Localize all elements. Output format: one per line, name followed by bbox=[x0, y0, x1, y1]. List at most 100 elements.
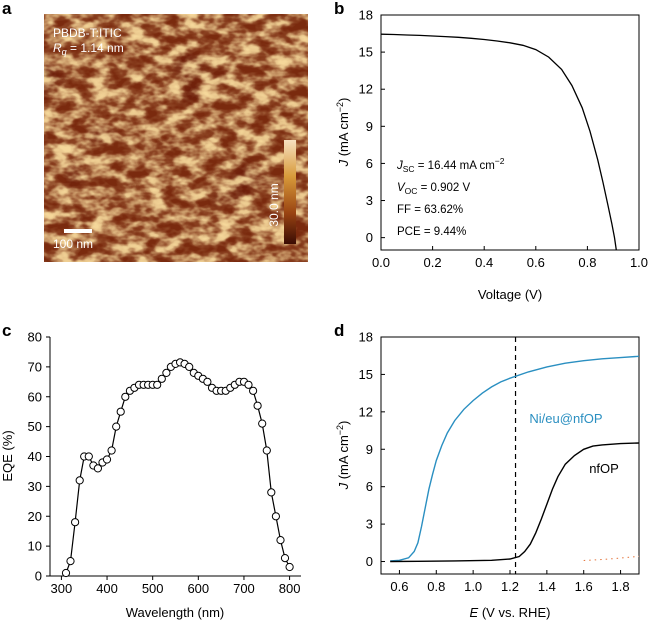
d-y-tick-label: 9 bbox=[366, 442, 373, 457]
d-y-tick-label: 0 bbox=[366, 554, 373, 569]
eqe-data-point bbox=[267, 488, 276, 497]
eqe-y-axis-label: EQE (%) bbox=[0, 430, 15, 481]
b-y-tick-label: 15 bbox=[359, 45, 373, 60]
b-x-tick-label: 0.2 bbox=[424, 255, 442, 270]
pec-xlabel-rest: (V vs. RHE) bbox=[478, 605, 550, 620]
eqe-data-point bbox=[153, 380, 162, 389]
voc-symbol: V bbox=[397, 182, 406, 194]
jv-ylabel-symbol: J bbox=[336, 159, 351, 167]
b-x-tick-label: 0.8 bbox=[578, 255, 596, 270]
d-y-tick-label: 15 bbox=[359, 367, 373, 382]
jv-ylabel-unit: (mA cm bbox=[336, 112, 351, 160]
jv-curve-chart: 0.0 0.2 0.4 0.6 0.8 1.0 0 3 6 9 12 15 18 Voltage (V… bbox=[335, 8, 648, 303]
eqe-data-point bbox=[185, 362, 194, 371]
pec-ylabel-exp: −2 bbox=[335, 425, 345, 435]
ff-annotation: FF = 63.62% bbox=[397, 204, 463, 216]
eqe-data-point bbox=[271, 512, 280, 521]
eqe-chart: 300 400 500 600 700 800 0 10 20 30 40 50 60 70 80 Wav… bbox=[0, 330, 301, 620]
c-x-tick-label: 600 bbox=[187, 581, 209, 596]
d-y-tick-label: 3 bbox=[366, 517, 373, 532]
c-y-tick-label: 50 bbox=[28, 419, 42, 434]
voc-annotation: VOC = 0.902 V bbox=[397, 182, 471, 196]
eqe-data-point bbox=[107, 446, 116, 455]
afm-material-label: PBDB-T:ITIC bbox=[53, 26, 122, 40]
c-y-tick-label: 10 bbox=[28, 539, 42, 554]
eqe-data-point bbox=[157, 374, 166, 383]
c-y-tick-label: 30 bbox=[28, 479, 42, 494]
color-bar-label: 30.0 nm bbox=[267, 183, 281, 226]
eqe-data-point bbox=[244, 380, 253, 389]
eqe-data-point bbox=[102, 455, 112, 464]
jv-ylabel-exp: −2 bbox=[335, 102, 345, 112]
jv-annotations: JSC = 16.44 mA cm−2 VOC = 0.902 V FF = 6… bbox=[396, 156, 505, 238]
d-y-tick-label: 18 bbox=[359, 330, 373, 345]
b-x-tick-label: 1.0 bbox=[630, 255, 648, 270]
pec-y-axis-label: J (mA cm−2) bbox=[335, 421, 351, 491]
rq-value: = 1.14 nm bbox=[67, 41, 124, 55]
panel-letter-c: c bbox=[2, 321, 11, 340]
jv-ylabel-close: ) bbox=[336, 98, 351, 102]
jv-x-axis-label: Voltage (V) bbox=[478, 287, 542, 302]
eqe-data-point bbox=[285, 562, 294, 572]
c-x-tick-label: 800 bbox=[279, 581, 301, 596]
b-y-tick-label: 6 bbox=[366, 156, 373, 171]
jv-plot-frame bbox=[380, 14, 640, 251]
panel-letter-a: a bbox=[2, 0, 12, 18]
eqe-data-point bbox=[203, 377, 212, 386]
rq-symbol: R bbox=[53, 41, 62, 55]
pec-series-dark bbox=[583, 555, 640, 561]
pec-ylabel-close: ) bbox=[336, 421, 351, 425]
eqe-data-point bbox=[276, 536, 285, 545]
b-x-tick-label: 0.4 bbox=[475, 255, 493, 270]
c-y-tick-label: 40 bbox=[28, 449, 42, 464]
d-x-tick-label: 0.6 bbox=[390, 579, 408, 594]
eqe-data-point bbox=[258, 419, 267, 428]
eqe-x-axis-label: Wavelength (nm) bbox=[126, 605, 225, 620]
afm-image-texture bbox=[44, 14, 308, 262]
d-x-tick-label: 1.4 bbox=[538, 579, 556, 594]
b-y-tick-label: 9 bbox=[366, 119, 373, 134]
eqe-data-point bbox=[112, 422, 121, 431]
c-x-tick-label: 700 bbox=[233, 581, 255, 596]
c-x-tick-label: 300 bbox=[51, 581, 73, 596]
eqe-data-point bbox=[61, 568, 71, 578]
d-y-tick-label: 12 bbox=[359, 404, 373, 419]
voc-sub: OC bbox=[405, 186, 418, 196]
eqe-data-point bbox=[280, 554, 290, 563]
eqe-data-point bbox=[116, 407, 125, 416]
d-y-tick-label: 6 bbox=[366, 479, 373, 494]
afm-roughness-label: Rq = 1.14 nm bbox=[53, 41, 124, 57]
eqe-data-point bbox=[162, 368, 171, 377]
panel-letter-b: b bbox=[334, 0, 344, 18]
eqe-data-point bbox=[93, 464, 103, 473]
b-x-tick-label: 0.0 bbox=[372, 255, 390, 270]
voc-rest: = 0.902 V bbox=[417, 182, 470, 194]
eqe-data-point bbox=[121, 392, 130, 401]
d-x-tick-label: 1.2 bbox=[501, 579, 519, 594]
pec-series-nfop bbox=[390, 442, 640, 563]
c-y-tick-label: 60 bbox=[28, 389, 42, 404]
eqe-data-point bbox=[75, 476, 84, 485]
eqe-data-point bbox=[262, 446, 271, 455]
pec-plot-frame bbox=[380, 336, 640, 575]
eqe-data-point bbox=[84, 452, 93, 461]
afm-image-panel: PBDB-T:ITIC Rq = 1.14 nm 100 nm 30.0 nm bbox=[44, 14, 308, 262]
eqe-data-point bbox=[71, 518, 80, 527]
c-y-tick-label: 0 bbox=[35, 569, 42, 584]
scale-bar-label: 100 nm bbox=[53, 237, 93, 251]
scale-bar bbox=[64, 229, 92, 233]
jv-y-axis-label: J (mA cm−2) bbox=[335, 98, 351, 168]
pec-series-ni-eu-nfop bbox=[390, 355, 640, 562]
c-x-tick-label: 500 bbox=[142, 581, 164, 596]
panel-letter-d: d bbox=[334, 321, 344, 340]
jsc-symbol: J bbox=[396, 160, 403, 172]
jsc-rest: = 16.44 mA cm bbox=[415, 160, 495, 172]
b-y-tick-label: 0 bbox=[366, 230, 373, 245]
pec-xlabel-symbol: E bbox=[470, 605, 479, 620]
pec-x-axis-label: E (V vs. RHE) bbox=[470, 605, 551, 620]
jsc-sub: SC bbox=[403, 164, 415, 174]
d-x-tick-label: 1.8 bbox=[612, 579, 630, 594]
series-label-nfop: nfOP bbox=[589, 461, 619, 476]
jv-series-line bbox=[380, 33, 617, 251]
jsc-annotation: JSC = 16.44 mA cm−2 bbox=[396, 156, 505, 174]
